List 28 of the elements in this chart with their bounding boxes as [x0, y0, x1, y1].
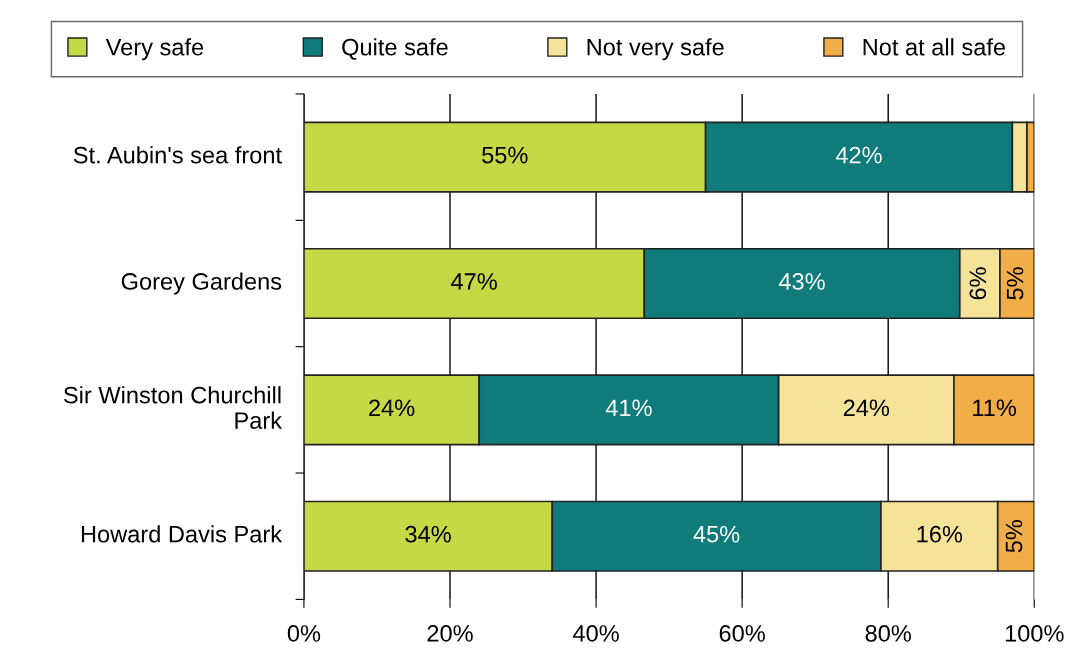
data-label: 43%: [778, 273, 825, 290]
y-tick-label: Gorey Gardens: [121, 272, 282, 295]
data-label: 34%: [405, 525, 451, 543]
data-label: 24%: [843, 399, 890, 417]
y-tick-label: Howard Davis Park: [81, 525, 283, 543]
data-label: 41%: [605, 399, 652, 417]
data-label: 24%: [369, 399, 415, 417]
legend-label: Quite safe: [342, 38, 448, 60]
data-label: 5%: [1006, 267, 1024, 300]
data-label: 5%: [1005, 520, 1023, 553]
data-label: 16%: [917, 525, 963, 543]
legend-label: Not at all safe: [863, 38, 1006, 56]
y-tick-label: St. Aubin's sea front: [73, 146, 282, 164]
data-label: 11%: [973, 399, 1017, 417]
y-tick-label: Sir Winston Churchill Park: [63, 386, 283, 429]
x-tick-label: 100%: [1005, 625, 1064, 642]
legend-label: Very safe: [105, 38, 204, 61]
x-tick-label: 80%: [865, 625, 911, 642]
x-tick-label: 60%: [719, 625, 765, 642]
x-tick-label: 40%: [572, 625, 619, 642]
legend-label: Not very safe: [587, 38, 724, 61]
x-tick-label: 0%: [287, 625, 321, 642]
x-tick-label: 20%: [427, 625, 473, 642]
data-label: 55%: [482, 146, 528, 164]
data-label: 47%: [451, 273, 497, 290]
data-label: 45%: [693, 525, 740, 543]
data-label: 6%: [969, 267, 987, 300]
data-label: 42%: [835, 146, 882, 164]
